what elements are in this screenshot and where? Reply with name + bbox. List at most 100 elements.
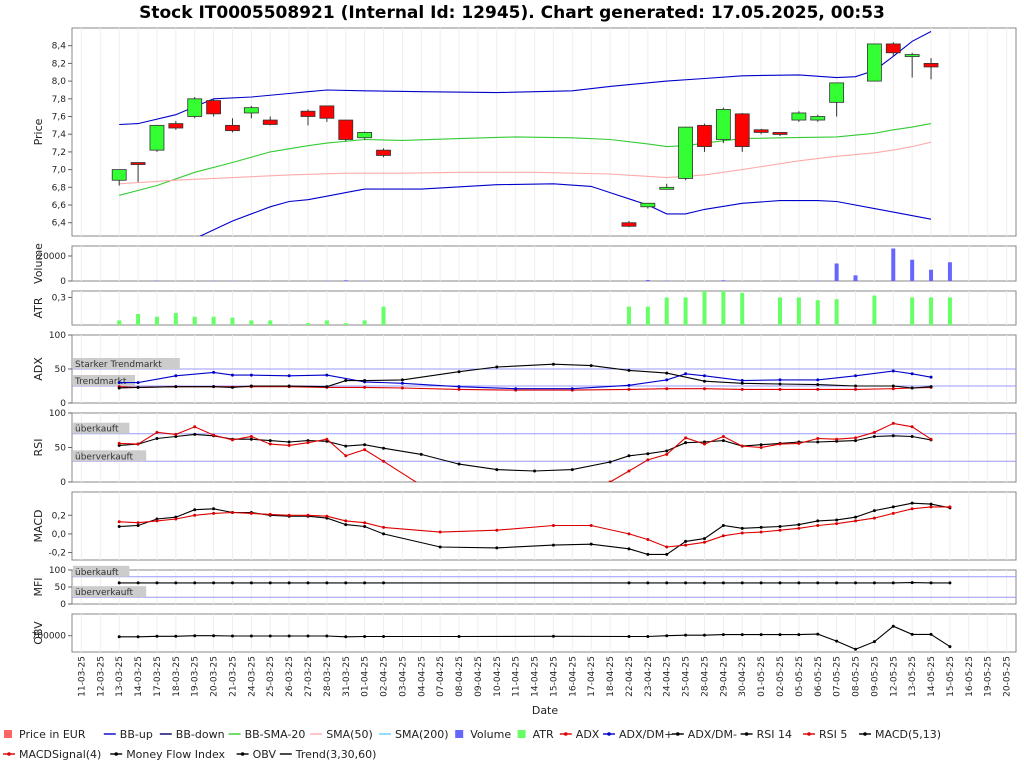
legend-label: RSI 5 <box>819 728 847 741</box>
atr-bar <box>381 306 386 325</box>
atr-bar <box>929 297 934 325</box>
series-point <box>797 581 801 585</box>
atr-bar <box>815 300 820 325</box>
y-tick-label: 100 <box>49 566 66 576</box>
atr-bar <box>324 320 329 325</box>
legend-label: ATR <box>533 728 554 741</box>
series-point <box>344 454 348 458</box>
volume-bar <box>664 280 669 281</box>
series-point <box>684 372 688 376</box>
volume-bar <box>721 280 726 281</box>
series-point <box>702 540 706 544</box>
candle-body <box>697 124 712 148</box>
series-point <box>665 449 669 453</box>
series-point <box>268 512 272 516</box>
series-point <box>249 434 253 438</box>
x-tick-label: 22-04-25 <box>625 656 635 697</box>
series-point <box>136 521 140 525</box>
series-point <box>797 526 801 530</box>
panel-frame <box>71 613 1017 653</box>
series-point <box>174 432 178 436</box>
series-point <box>136 524 140 528</box>
series-point <box>420 484 423 487</box>
series-point <box>117 443 121 447</box>
series-point <box>929 581 933 585</box>
series-point <box>646 538 650 542</box>
series-point <box>457 370 461 374</box>
series-line-rsi-5 <box>119 422 932 482</box>
series-point <box>778 524 782 528</box>
series-point <box>797 633 801 637</box>
legend-label: SMA(50) <box>326 728 373 741</box>
x-tick-label: 15-05-25 <box>946 656 956 697</box>
series-point <box>155 581 159 585</box>
panel-plot-area <box>117 362 933 392</box>
zone-label-bg <box>73 375 135 386</box>
series-point <box>382 532 386 536</box>
series-point <box>608 460 612 464</box>
y-tick-label: 100 <box>49 331 66 341</box>
series-point <box>929 632 933 636</box>
x-tick-label: 17-04-25 <box>587 656 597 697</box>
volume-bar <box>343 280 348 281</box>
atr-bar <box>154 316 159 325</box>
series-point <box>854 519 858 523</box>
series-point <box>155 430 159 434</box>
series-point <box>193 432 197 436</box>
legend-label: Money Flow Index <box>126 748 225 761</box>
x-tick-label: 08-05-25 <box>852 656 862 697</box>
atr-bar <box>249 320 254 325</box>
series-point <box>589 542 593 546</box>
candle-body <box>111 169 127 181</box>
series-point <box>646 452 650 456</box>
atr-bar <box>910 297 915 325</box>
series-point <box>268 439 272 443</box>
series-point <box>306 513 310 517</box>
series-point <box>117 581 121 585</box>
y-axis-label: MFI <box>32 577 45 596</box>
series-point <box>344 581 348 585</box>
y-tick-label: 0 <box>60 277 66 287</box>
series-point <box>740 444 744 448</box>
atr-bar <box>683 297 688 325</box>
series-point <box>910 501 914 505</box>
atr-bar <box>702 291 707 325</box>
series-point <box>797 523 801 527</box>
legend-label: RSI 14 <box>757 728 792 741</box>
legend-item: ATR <box>517 728 554 741</box>
legend-dot <box>676 732 680 736</box>
series-point <box>948 645 952 649</box>
y-tick-label: 0,3 <box>52 293 66 303</box>
series-point <box>759 581 763 585</box>
series-point <box>816 581 820 585</box>
series-point <box>835 437 839 441</box>
legend-item: RSI 14 <box>740 728 792 741</box>
series-point <box>872 434 876 438</box>
legend-label: Volume <box>470 728 511 741</box>
series-point <box>948 581 952 585</box>
y-axis-label: Price <box>32 118 45 145</box>
panel-macd: -0,2 0,0 0,2 MACD <box>32 491 1017 561</box>
volume-bar <box>910 259 915 281</box>
y-tick-label: 50 <box>55 583 67 593</box>
series-point <box>702 440 706 444</box>
series-point <box>684 539 688 543</box>
series-point <box>212 634 216 638</box>
candle-body <box>149 124 165 151</box>
series-point <box>287 443 291 447</box>
series-point <box>684 543 688 547</box>
volume-bar <box>947 262 952 281</box>
series-point <box>740 633 744 637</box>
y-tick-label: 7,8 <box>52 95 67 105</box>
series-point <box>287 513 291 517</box>
series-point <box>495 546 499 550</box>
x-tick-label: 02-05-25 <box>776 656 786 697</box>
series-point <box>457 635 461 639</box>
series-point <box>948 505 952 509</box>
series-point <box>721 534 725 538</box>
legend-label: ADX/DM+ <box>619 728 673 741</box>
x-tick-label: 12-05-25 <box>889 656 899 697</box>
series-point <box>759 633 763 637</box>
y-tick-label: 7,2 <box>52 148 66 158</box>
series-point <box>627 383 631 387</box>
